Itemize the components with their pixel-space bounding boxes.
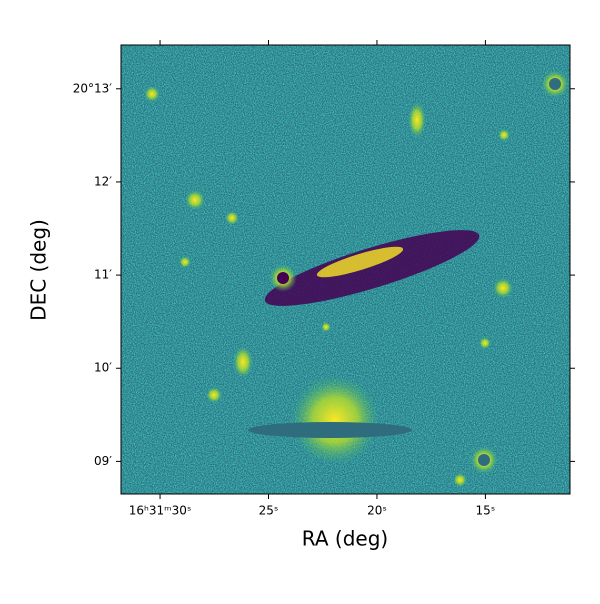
x-tick-label: 20ˢ [367,504,387,518]
plot-frame [120,44,571,495]
x-tick-label: 15ˢ [476,504,496,518]
y-tick-label: 10′ [94,361,112,375]
sky-image [121,45,570,494]
y-axis-label: DEC (deg) [27,219,51,321]
x-tick-label: 25ˢ [259,504,279,518]
y-tick-label: 12′ [94,174,112,188]
x-tick-label: 16ʰ31ᵐ30ˢ [129,504,192,518]
x-axis-label: RA (deg) [302,527,388,551]
y-tick-label: 11′ [94,268,112,282]
y-tick-label: 09′ [94,454,112,468]
y-tick-label: 20°13′ [73,81,113,95]
